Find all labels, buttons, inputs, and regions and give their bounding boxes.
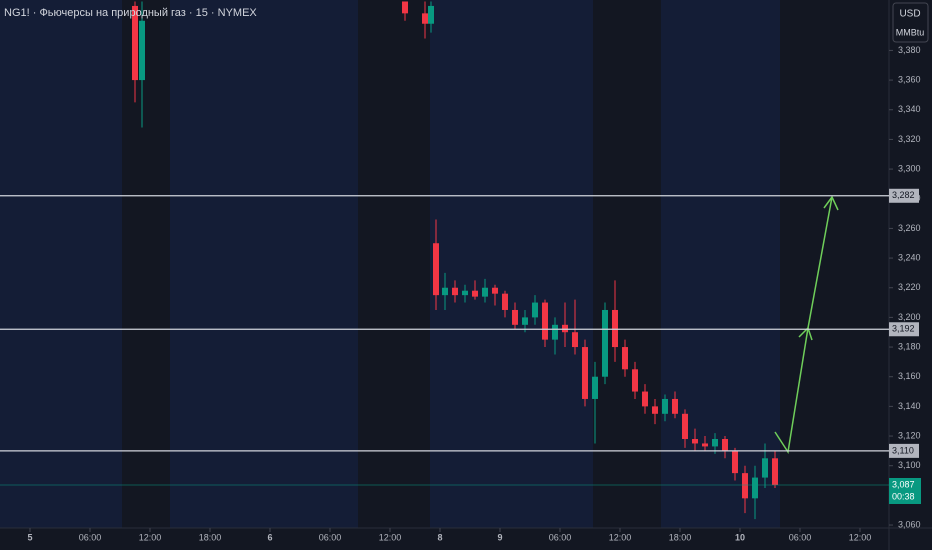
y-tick-label: 3,260 [898, 223, 921, 233]
candle-body [722, 439, 728, 451]
candle-body [612, 309, 618, 348]
candle-body [682, 413, 688, 440]
y-tick-label: 3,120 [898, 430, 921, 440]
y-tick-label: 3,220 [898, 282, 921, 292]
currency: USD [899, 9, 920, 20]
x-tick-label: 6 [267, 532, 272, 542]
candle-body [752, 477, 758, 499]
session-band [661, 0, 780, 528]
candle-body [552, 324, 558, 340]
candle-body [582, 347, 588, 399]
level-label: 3,282 [892, 190, 915, 200]
x-tick-label: 12:00 [139, 532, 162, 542]
candle-body [732, 450, 738, 474]
session-band [430, 0, 593, 528]
x-tick-label: 18:00 [199, 532, 222, 542]
x-tick-label: 12:00 [379, 532, 402, 542]
x-tick-label: 8 [437, 532, 442, 542]
candle-body [132, 5, 138, 81]
candle-body [692, 439, 698, 444]
plot [132, 1, 778, 520]
candle-body [622, 347, 628, 370]
x-tick-label: 06:00 [79, 532, 102, 542]
y-tick-label: 3,300 [898, 163, 921, 173]
candle-body [702, 443, 708, 447]
x-tick-label: 06:00 [319, 532, 342, 542]
last-price-label: 3,087 [892, 479, 915, 489]
candle-body [652, 406, 658, 414]
y-tick-label: 3,200 [898, 312, 921, 322]
y-tick-label: 3,240 [898, 252, 921, 262]
candle-body [602, 309, 608, 377]
candle-body [462, 290, 468, 296]
countdown: 00:38 [892, 491, 915, 501]
candle-body [452, 287, 458, 296]
y-tick-label: 3,320 [898, 134, 921, 144]
chart-title: NG1! · Фьючерсы на природный газ · 15 · … [4, 7, 257, 19]
candle-body [472, 290, 478, 297]
arrow-head [823, 195, 839, 211]
candle-body [762, 458, 768, 478]
candle-body [772, 458, 778, 485]
candle-body [492, 287, 498, 294]
x-tick-label: 5 [27, 532, 32, 542]
session-band [0, 0, 122, 528]
forecast-arrow [774, 196, 833, 455]
x-tick-label: 06:00 [549, 532, 572, 542]
candle-body [512, 309, 518, 325]
candle-body [532, 302, 538, 318]
y-tick-label: 3,340 [898, 104, 921, 114]
candle-body [402, 1, 408, 14]
candle-body [542, 302, 548, 340]
x-tick-label: 18:00 [669, 532, 692, 542]
level-label: 3,110 [892, 445, 914, 455]
candle-body [502, 293, 508, 310]
level-label-box [889, 322, 919, 337]
y-tick-label: 3,140 [898, 401, 921, 411]
candle-body [672, 398, 678, 414]
candle-body [428, 5, 434, 24]
unit: MMBtu [896, 27, 925, 37]
level-label-box [889, 188, 919, 203]
candle-body [742, 473, 748, 499]
candle-body [422, 13, 428, 24]
level-label-box [889, 443, 919, 458]
session-band [170, 0, 358, 528]
candle-body [139, 20, 145, 81]
y-tick-label: 3,360 [898, 74, 921, 84]
unit-box[interactable] [892, 2, 929, 43]
candle-body [592, 376, 598, 399]
x-tick-label: 12:00 [849, 532, 872, 542]
y-tick-label: 3,180 [898, 341, 921, 351]
candle-body [712, 439, 718, 447]
candle-body [433, 243, 439, 296]
candle-body [442, 287, 448, 296]
candle-body [562, 324, 568, 333]
candle-body [662, 398, 668, 414]
candle-body [522, 317, 528, 325]
x-tick-label: 10 [735, 532, 745, 542]
y-tick-label: 3,060 [898, 519, 921, 529]
level-label: 3,192 [892, 324, 915, 334]
y-tick-label: 3,100 [898, 460, 921, 470]
candle-body [642, 391, 648, 407]
y-tick-label: 3,160 [898, 371, 921, 381]
last-price-box [889, 477, 921, 504]
candle-body [632, 369, 638, 392]
y-tick-label: 3,380 [898, 45, 921, 55]
arrow-head [798, 326, 813, 341]
x-tick-label: 12:00 [609, 532, 632, 542]
x-tick-label: 06:00 [789, 532, 812, 542]
candle-body [572, 332, 578, 348]
candle-body [482, 287, 488, 297]
x-tick-label: 9 [497, 532, 502, 542]
